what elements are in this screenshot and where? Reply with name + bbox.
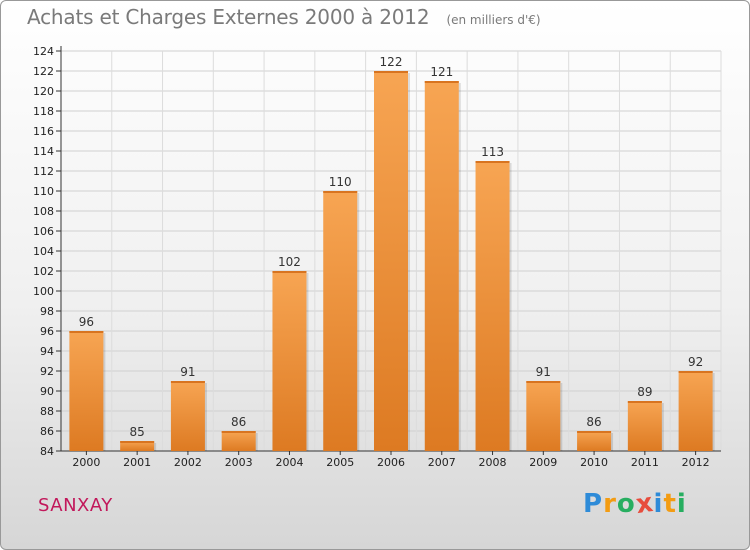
logo-letter: i — [676, 489, 687, 519]
data-label: 96 — [79, 315, 94, 329]
y-tick-label: 90 — [40, 385, 54, 398]
data-label: 92 — [688, 355, 703, 369]
logo-letter: o — [616, 489, 636, 519]
data-label: 91 — [180, 365, 195, 379]
y-tick-label: 120 — [33, 85, 54, 98]
bar-top — [221, 431, 256, 433]
logo-letter: i — [653, 489, 664, 519]
data-labels: 96 85 91 86 102 110 122 121 113 91 86 89 92 — [79, 55, 704, 439]
y-tick-label: 96 — [40, 325, 54, 338]
bar-top — [424, 81, 459, 83]
logo-letter: r — [603, 489, 617, 519]
bar-top — [272, 271, 307, 273]
x-tick-label: 2002 — [174, 456, 202, 469]
data-label: 113 — [481, 145, 504, 159]
y-tick-label: 116 — [33, 125, 54, 138]
x-tick-label: 2007 — [428, 456, 456, 469]
bar — [475, 161, 510, 451]
title-row: Achats et Charges Externes 2000 à 2012 (… — [27, 5, 541, 29]
chart-title: Achats et Charges Externes 2000 à 2012 — [27, 5, 430, 29]
y-tick-label: 100 — [33, 285, 54, 298]
logo-letter: x — [633, 487, 656, 521]
y-tick-label: 124 — [33, 45, 54, 58]
x-tick-label: 2003 — [225, 456, 253, 469]
data-label: 89 — [637, 385, 652, 399]
data-label: 122 — [380, 55, 403, 69]
y-tick-label: 98 — [40, 305, 54, 318]
data-label: 121 — [430, 65, 453, 79]
x-tick-label: 2012 — [682, 456, 710, 469]
bar-top — [627, 401, 662, 403]
y-tick-label: 88 — [40, 405, 54, 418]
x-tick-label: 2005 — [326, 456, 354, 469]
x-tick-label: 2008 — [479, 456, 507, 469]
bars — [69, 71, 715, 451]
y-tick-label: 92 — [40, 365, 54, 378]
place-name: SANXAY — [38, 495, 113, 516]
data-label: 102 — [278, 255, 301, 269]
y-tick-label: 86 — [40, 425, 54, 438]
bar — [69, 331, 104, 451]
y-tick-label: 112 — [33, 165, 54, 178]
x-tick-label: 2001 — [123, 456, 151, 469]
axes: 84 86 88 90 92 94 96 98 100 102 104 106 108 110 112 114… — [33, 45, 721, 469]
y-tick-label: 84 — [40, 445, 54, 458]
x-tick-label: 2004 — [275, 456, 303, 469]
bar — [577, 431, 612, 451]
x-tick-label: 2009 — [529, 456, 557, 469]
bar-top — [170, 381, 205, 383]
x-tick-label: 2006 — [377, 456, 405, 469]
bar — [120, 441, 155, 451]
bar — [272, 271, 307, 451]
x-tick-label: 2010 — [580, 456, 608, 469]
logo-letter: P — [583, 489, 604, 519]
data-label: 86 — [586, 415, 601, 429]
y-tick-label: 94 — [40, 345, 54, 358]
bar-top — [475, 161, 510, 163]
x-tick-label: 2000 — [72, 456, 100, 469]
bar-top — [323, 191, 358, 193]
y-tick-label: 118 — [33, 105, 54, 118]
bar-top — [678, 371, 713, 373]
y-tick-label: 108 — [33, 205, 54, 218]
bar — [170, 381, 205, 451]
data-label: 85 — [130, 425, 145, 439]
y-tick-label: 106 — [33, 225, 54, 238]
bar — [323, 191, 358, 451]
bar-top — [69, 331, 104, 333]
bar — [374, 71, 408, 451]
bar-top — [374, 71, 408, 73]
logo-letter: t — [663, 489, 677, 519]
chart-subtitle: (en milliers d'€) — [446, 13, 541, 27]
bar — [627, 401, 662, 451]
x-tick-label: 2011 — [631, 456, 659, 469]
bar — [526, 381, 561, 451]
y-tick-label: 102 — [33, 265, 54, 278]
data-label: 110 — [329, 175, 352, 189]
y-tick-label: 122 — [33, 65, 54, 78]
bar-top — [577, 431, 612, 433]
bar — [678, 371, 713, 451]
proxiti-logo[interactable]: Proxiti — [583, 487, 687, 521]
bar-top — [120, 441, 155, 443]
y-tick-label: 114 — [33, 145, 54, 158]
y-tick-label: 110 — [33, 185, 54, 198]
y-tick-label: 104 — [33, 245, 54, 258]
data-label: 86 — [231, 415, 246, 429]
bar-top — [526, 381, 561, 383]
data-label: 91 — [536, 365, 551, 379]
bar — [221, 431, 256, 451]
bar — [424, 81, 459, 451]
